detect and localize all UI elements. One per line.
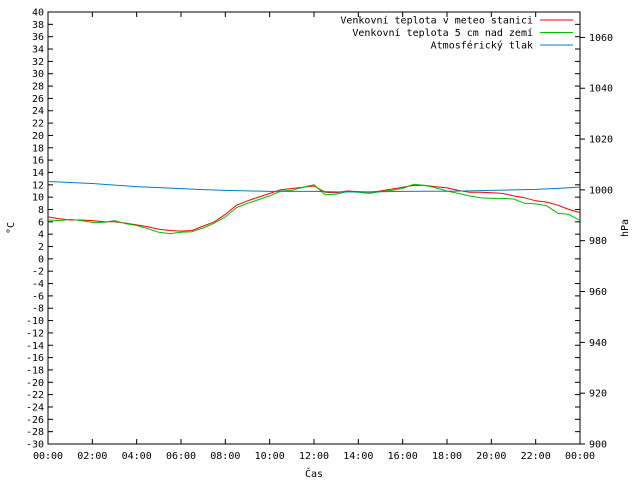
series-line-1: [47, 184, 581, 232]
y-tick-label: 12: [32, 180, 44, 191]
plot-frame: [47, 11, 581, 445]
y-tick-label: 36: [32, 32, 44, 43]
x-tick-label: 06:00: [166, 451, 196, 462]
y-tick-label: 22: [32, 119, 44, 130]
y-tick-label: -20: [26, 378, 44, 389]
y-axis-label: °C: [6, 222, 17, 234]
y2-tick-label: 980: [589, 236, 607, 247]
y2-tick-label: 940: [589, 338, 607, 349]
y-tick-label: 16: [32, 156, 44, 167]
x-tick-label: 00:00: [33, 451, 63, 462]
y2-tick-label: 1000: [589, 185, 613, 196]
series-line-2: [47, 183, 581, 235]
y-tick-label: -22: [26, 390, 44, 401]
y2-tick-label: 1020: [589, 135, 613, 146]
y-tick-label: 26: [32, 94, 44, 105]
y-tick-label: -6: [32, 291, 44, 302]
y-tick-label: 0: [38, 254, 44, 265]
x-tick-label: 04:00: [122, 451, 152, 462]
y-tick-label: 4: [38, 230, 44, 241]
x-tick-label: 00:00: [565, 451, 595, 462]
y-tick-label: -4: [32, 279, 44, 290]
y-tick-label: -14: [26, 341, 44, 352]
x-axis-label: Čas: [305, 467, 323, 480]
y2-tick-label: 1040: [589, 84, 613, 95]
ticks: -30-28-26-24-22-20-18-16-14-12-10-8-6-4-…: [26, 8, 613, 463]
y-tick-label: -30: [26, 440, 44, 451]
x-tick-label: 08:00: [210, 451, 240, 462]
y-tick-label: -10: [26, 316, 44, 327]
y-tick-label: 10: [32, 193, 44, 204]
y-tick-label: -28: [26, 427, 44, 438]
legend-label: Atmosférický tlak: [431, 40, 533, 52]
legend-label: Venkovní teplota v meteo stanici: [340, 15, 533, 27]
series-line-3: [47, 181, 581, 193]
y-tick-label: 32: [32, 57, 44, 68]
y-tick-label: -24: [26, 402, 44, 413]
y-tick-label: -12: [26, 328, 44, 339]
y-tick-label: 28: [32, 82, 44, 93]
x-tick-label: 02:00: [77, 451, 107, 462]
y2-tick-label: 920: [589, 389, 607, 400]
y-tick-label: 34: [32, 45, 44, 56]
y-tick-label: -8: [32, 304, 44, 315]
y2-axis-label: hPa: [620, 219, 631, 237]
y-tick-label: 38: [32, 20, 44, 31]
x-tick-label: 16:00: [388, 451, 418, 462]
x-tick-label: 22:00: [521, 451, 551, 462]
y-tick-label: 18: [32, 143, 44, 154]
y2-tick-label: 900: [589, 440, 607, 451]
y-tick-label: 2: [38, 242, 44, 253]
legend: Venkovní teplota v meteo staniciVenkovní…: [340, 15, 573, 52]
y-tick-label: 6: [38, 217, 44, 228]
x-tick-label: 10:00: [255, 451, 285, 462]
x-tick-label: 12:00: [299, 451, 329, 462]
y-tick-label: -26: [26, 415, 44, 426]
y-tick-label: 8: [38, 205, 44, 216]
y-tick-label: 30: [32, 69, 44, 80]
legend-label: Venkovní teplota 5 cm nad zemí: [352, 27, 533, 39]
y-tick-label: 40: [32, 8, 44, 19]
y-tick-label: -18: [26, 365, 44, 376]
y2-tick-label: 960: [589, 287, 607, 298]
y2-tick-label: 1060: [589, 33, 613, 44]
series-lines: [47, 181, 581, 235]
y-tick-label: 20: [32, 131, 44, 142]
y-tick-label: 24: [32, 106, 44, 117]
y-tick-label: -16: [26, 353, 44, 364]
y-tick-label: -2: [32, 267, 44, 278]
x-tick-label: 20:00: [476, 451, 506, 462]
x-tick-label: 14:00: [343, 451, 373, 462]
y-tick-label: 14: [32, 168, 44, 179]
x-tick-label: 18:00: [432, 451, 462, 462]
